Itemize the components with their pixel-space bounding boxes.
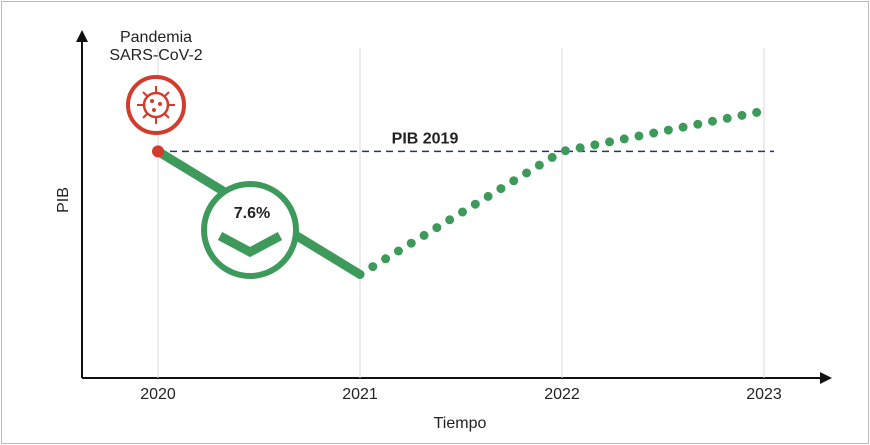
x-axis-label: Tiempo xyxy=(434,415,487,432)
event-label: SARS-CoV-2 xyxy=(109,47,202,64)
plot: 2020 2021 2022 2023 PIB 2019 7.6% xyxy=(140,48,782,403)
drop-chevron xyxy=(217,232,283,258)
event-point xyxy=(152,145,164,158)
y-axis-label: PIB xyxy=(55,187,72,213)
event-label: Pandemia xyxy=(120,29,192,46)
x-tick-label: 2020 xyxy=(140,386,176,403)
drop-label: 7.6% xyxy=(234,205,270,222)
data-line xyxy=(355,106,769,279)
x-tick-label: 2023 xyxy=(746,386,782,403)
reference-label: PIB 2019 xyxy=(392,131,459,148)
x-tick-label: 2022 xyxy=(544,386,580,403)
drop-badge xyxy=(201,181,299,279)
x-tick-label: 2021 xyxy=(342,386,378,403)
x-arrow xyxy=(820,372,832,384)
virus-icon xyxy=(126,75,186,135)
y-arrow xyxy=(76,30,88,42)
